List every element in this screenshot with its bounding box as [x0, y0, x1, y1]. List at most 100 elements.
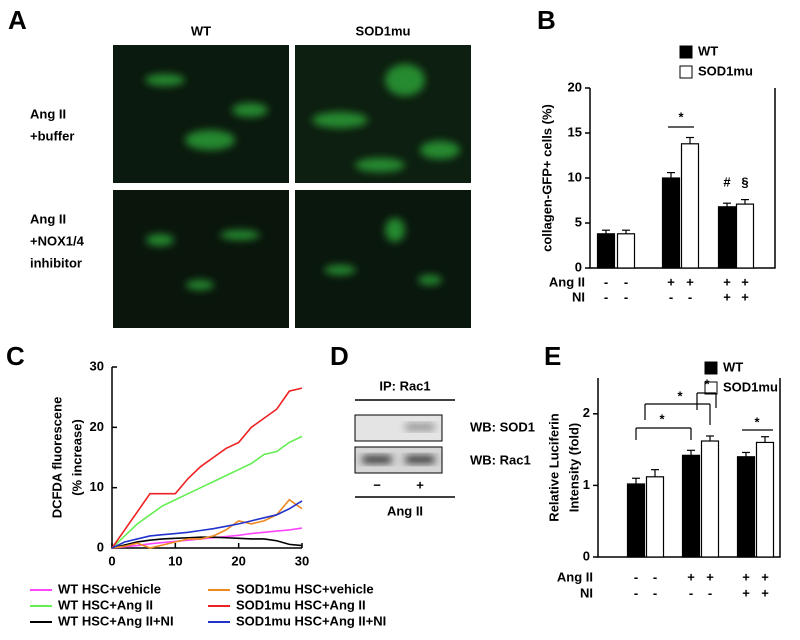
y-tick-label: 0: [583, 548, 590, 563]
condition-mark: -: [604, 289, 608, 304]
condition-mark: +: [687, 569, 695, 584]
annotation: *: [704, 376, 710, 391]
condition-mark: +: [741, 289, 749, 304]
column-label: WT: [191, 23, 211, 38]
condition-mark: +: [741, 274, 749, 289]
legend-label: WT HSC+vehicle: [58, 581, 161, 596]
bar: [645, 476, 665, 558]
bar: [596, 233, 616, 269]
panel-label: D: [330, 341, 349, 371]
annotation: *: [677, 388, 683, 403]
y-axis-label: Relative Luciferin: [546, 413, 561, 521]
condition-mark: -: [624, 274, 628, 289]
condition-name: Ang II: [557, 569, 593, 584]
bar: [700, 440, 720, 558]
panel-label: E: [544, 341, 561, 371]
y-axis-label: DCFDA fluorescene: [49, 397, 64, 519]
y-axis-label: collagen-GFP+ cells (%): [539, 104, 554, 252]
annotation: §: [741, 174, 748, 189]
y-tick-label: 10: [90, 479, 104, 494]
panel-label: A: [8, 5, 27, 35]
legend-swatch: [704, 361, 718, 375]
condition-mark: +: [723, 274, 731, 289]
condition-mark: -: [634, 585, 638, 600]
bar: [616, 233, 636, 269]
row-label: +buffer: [30, 128, 74, 143]
legend-swatch: [704, 381, 718, 395]
legend-label: WT HSC+Ang II+NI: [58, 613, 174, 628]
y-tick-label: 30: [90, 358, 104, 373]
y-tick-label: 0: [97, 539, 104, 554]
series-line: [111, 527, 303, 549]
series-line: [111, 387, 303, 549]
legend-label: SOD1mu HSC+Ang II: [236, 597, 366, 612]
legend-swatch: [679, 45, 693, 59]
condition-mark: +: [761, 585, 769, 600]
row-label: +NOX1/4: [30, 233, 85, 248]
legend-label: WT HSC+Ang II: [58, 597, 153, 612]
x-tick-label: 30: [295, 553, 309, 568]
y-tick-label: 20: [90, 419, 104, 434]
y-tick-label: 10: [568, 169, 582, 184]
legend-label: SOD1mu HSC+Ang II+NI: [236, 613, 386, 628]
condition-mark: -: [653, 569, 657, 584]
series-line: [111, 435, 303, 549]
condition-mark: +: [761, 569, 769, 584]
panel-label: B: [537, 5, 556, 35]
lane-label: +: [416, 477, 424, 492]
bar: [661, 177, 681, 269]
condition-mark: +: [723, 289, 731, 304]
condition-mark: +: [686, 274, 694, 289]
lane-label: −: [373, 477, 381, 492]
y-tick-label: 5: [575, 214, 582, 229]
ip-label: IP: Rac1: [379, 378, 430, 393]
column-label: SOD1mu: [356, 23, 411, 38]
condition-name: NI: [572, 289, 585, 304]
legend-label: SOD1mu: [723, 379, 778, 394]
row-label: Ang II: [30, 211, 66, 226]
treatment-label: Ang II: [387, 503, 423, 518]
bar: [755, 441, 775, 558]
y-tick-label: 1: [583, 477, 590, 492]
annotation: *: [659, 411, 665, 426]
bar: [680, 143, 700, 269]
bar: [717, 206, 737, 269]
western-blot: [354, 399, 455, 498]
condition-mark: -: [624, 289, 628, 304]
condition-mark: +: [742, 585, 750, 600]
y-tick-label: 2: [583, 405, 590, 420]
condition-mark: -: [653, 585, 657, 600]
blot-label: WB: SOD1: [470, 419, 535, 434]
condition-mark: -: [634, 569, 638, 584]
condition-name: Ang II: [549, 274, 585, 289]
panel-label: C: [6, 341, 25, 371]
row-label: Ang II: [30, 106, 66, 121]
condition-mark: +: [706, 569, 714, 584]
bar: [735, 203, 755, 269]
annotation: *: [678, 109, 684, 124]
row-label: inhibitor: [30, 255, 82, 270]
condition-mark: +: [742, 569, 750, 584]
condition-mark: +: [667, 274, 675, 289]
condition-mark: -: [604, 274, 608, 289]
y-axis-label: Intensity (fold): [566, 423, 581, 513]
y-tick-label: 20: [568, 79, 582, 94]
blot-label: WB: Rac1: [470, 452, 531, 467]
condition-mark: -: [708, 585, 712, 600]
legend-label: WT: [698, 43, 718, 58]
y-tick-label: 0: [575, 259, 582, 274]
series-line: [111, 498, 303, 549]
series-line: [111, 500, 303, 549]
legend-label: WT: [723, 359, 743, 374]
x-tick-label: 0: [108, 553, 115, 568]
micrographs: [113, 45, 471, 328]
legend-swatch: [679, 65, 693, 79]
x-tick-label: 10: [168, 553, 182, 568]
bar: [736, 456, 756, 558]
legend-label: SOD1mu HSC+vehicle: [236, 581, 374, 596]
y-tick-label: 15: [568, 124, 582, 139]
bar: [626, 483, 646, 558]
condition-name: NI: [580, 585, 593, 600]
y-axis-label: (% increase): [69, 419, 84, 496]
